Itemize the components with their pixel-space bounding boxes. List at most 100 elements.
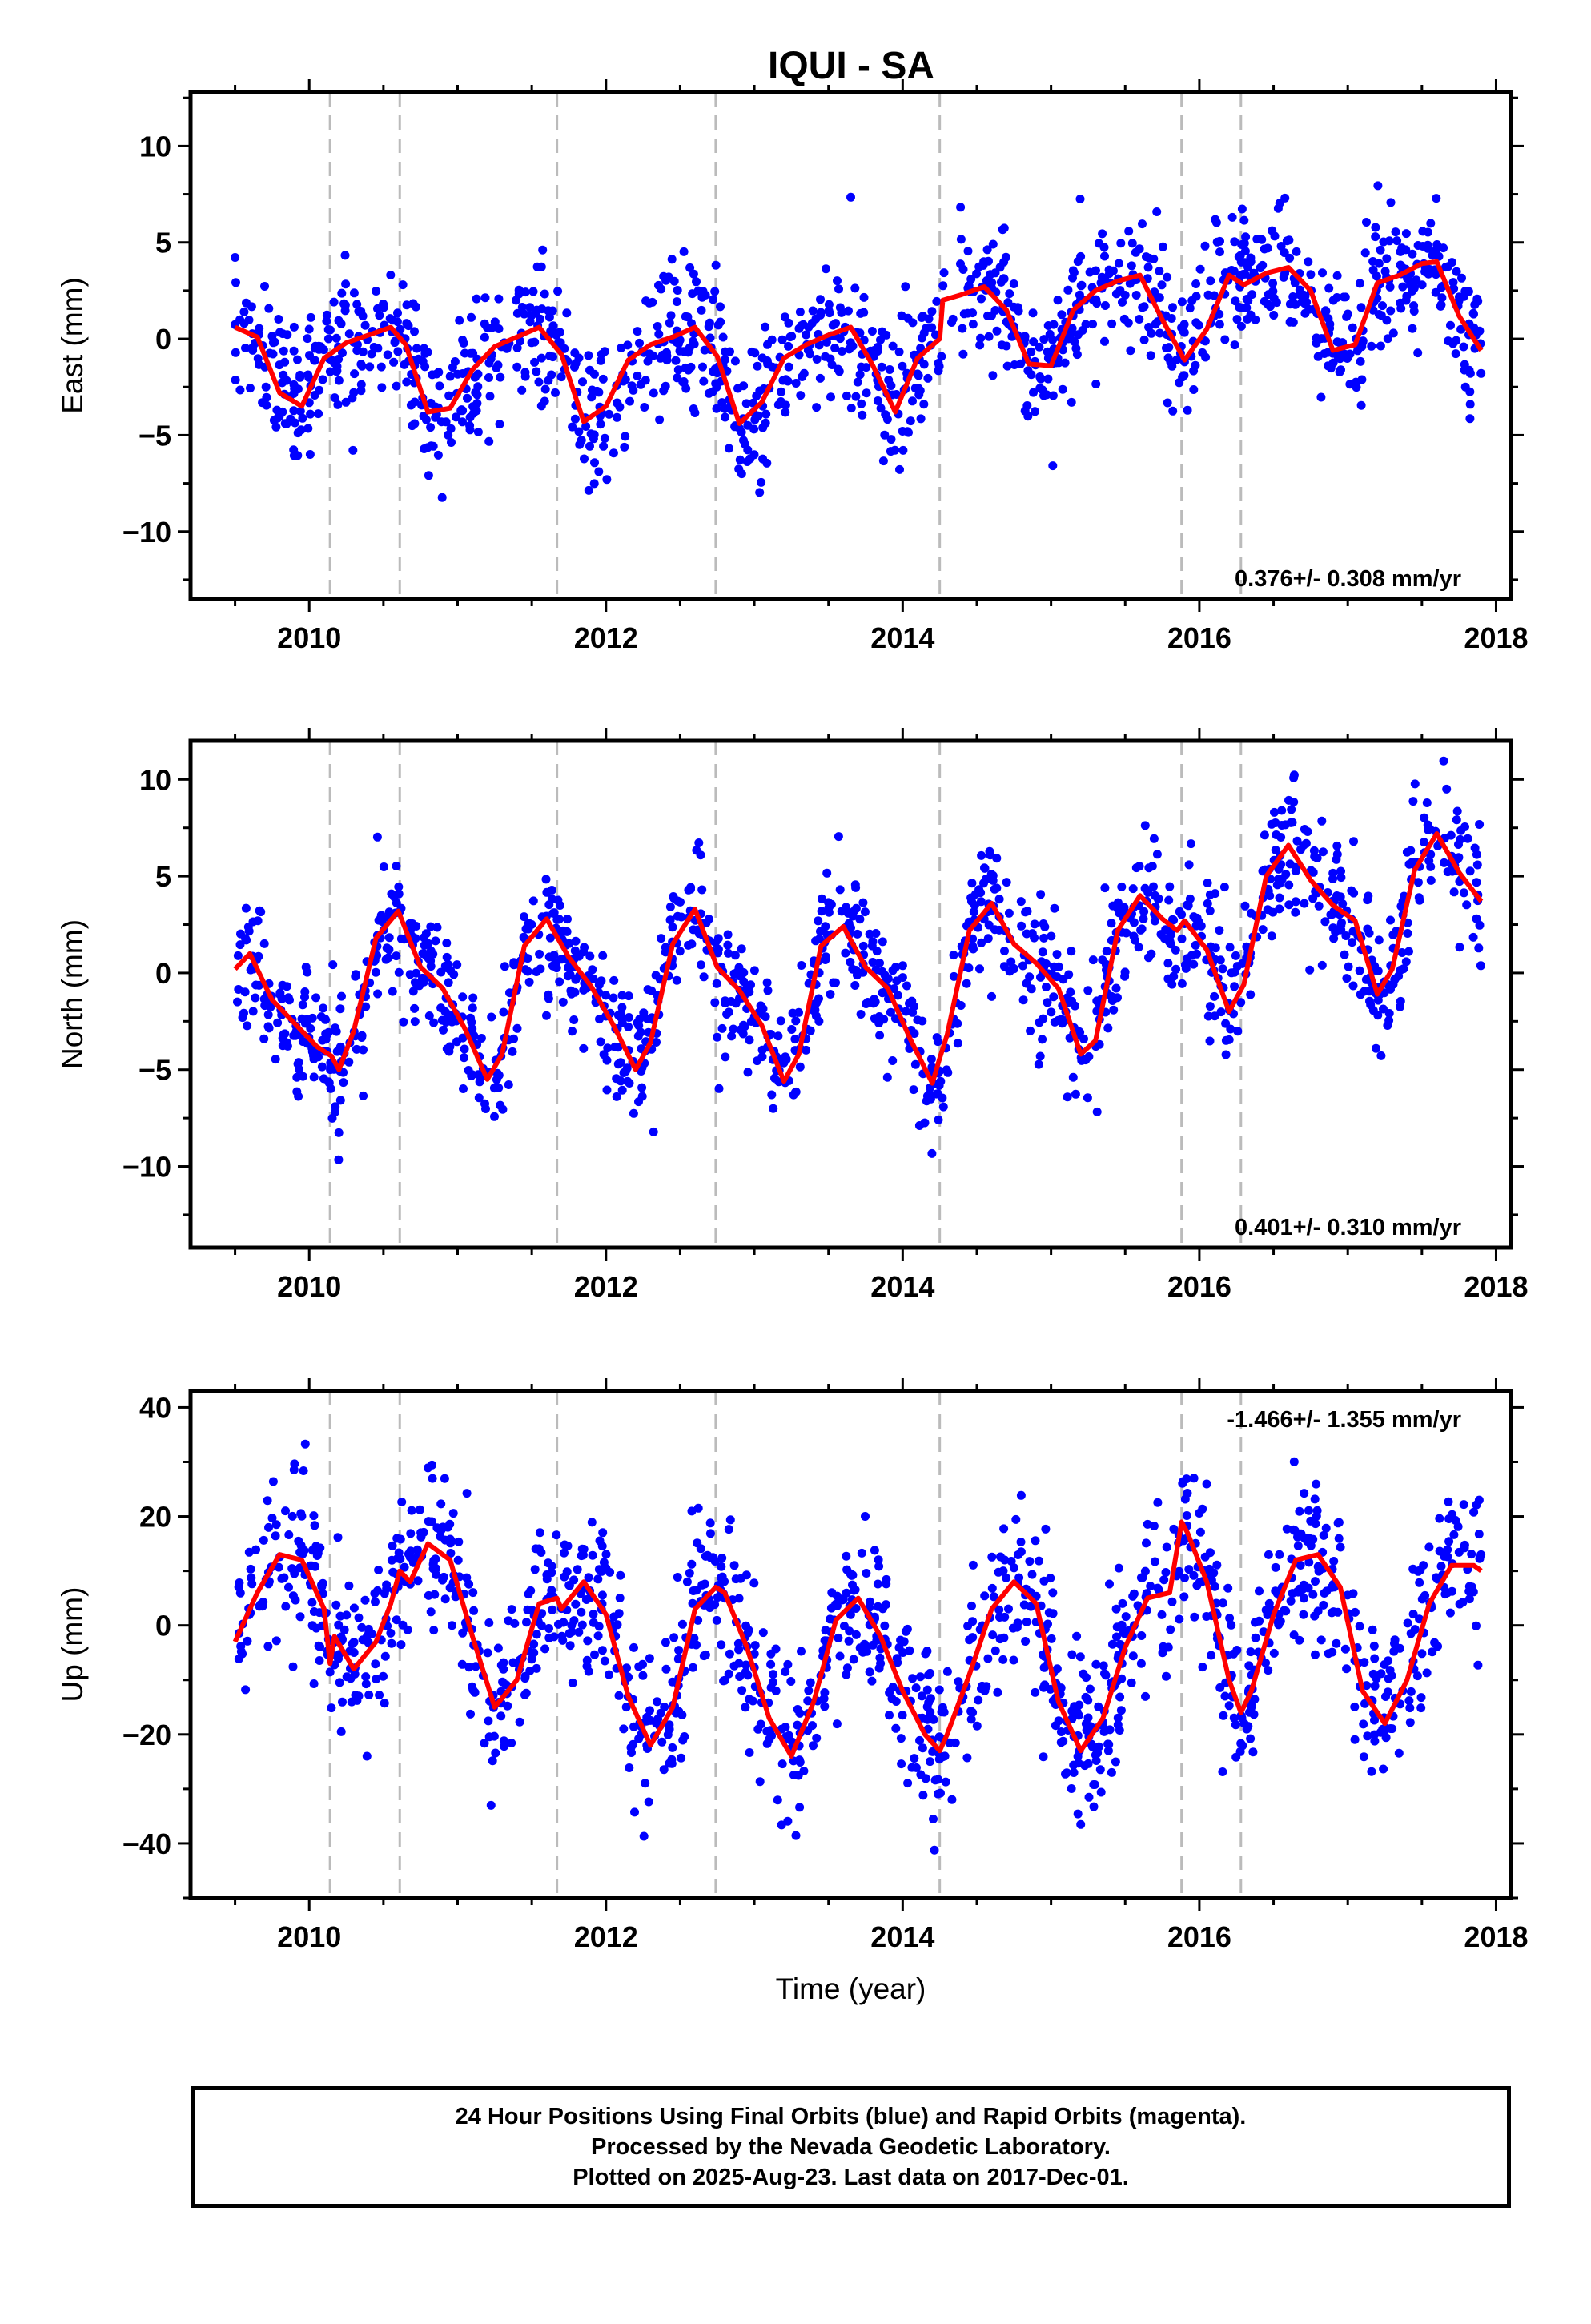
data-point bbox=[570, 348, 580, 358]
data-point bbox=[410, 1017, 420, 1027]
data-point bbox=[1115, 1726, 1124, 1735]
data-point bbox=[565, 1641, 575, 1651]
data-point bbox=[1355, 1622, 1364, 1631]
data-point bbox=[1126, 346, 1135, 356]
data-point bbox=[462, 1489, 472, 1498]
data-point bbox=[1135, 244, 1144, 254]
data-point bbox=[806, 1026, 815, 1035]
data-point bbox=[496, 1711, 506, 1721]
data-point bbox=[1465, 414, 1475, 424]
data-point bbox=[593, 1574, 603, 1584]
data-point bbox=[1183, 954, 1192, 963]
data-point bbox=[443, 1522, 452, 1532]
data-point bbox=[697, 305, 706, 315]
data-point bbox=[968, 320, 978, 329]
data-point bbox=[334, 1620, 344, 1630]
data-point bbox=[584, 351, 593, 360]
data-point bbox=[379, 862, 388, 871]
data-point bbox=[712, 979, 721, 988]
data-point bbox=[709, 295, 717, 304]
data-point bbox=[1175, 378, 1184, 388]
data-point bbox=[617, 1085, 627, 1095]
data-point bbox=[1255, 1586, 1264, 1596]
data-point bbox=[911, 1763, 921, 1772]
data-point bbox=[1472, 1621, 1481, 1630]
data-point bbox=[556, 372, 566, 382]
data-point bbox=[855, 370, 865, 380]
data-point bbox=[1031, 1536, 1040, 1546]
data-point bbox=[834, 284, 843, 294]
data-point bbox=[796, 391, 806, 400]
data-point bbox=[296, 425, 306, 435]
data-point bbox=[279, 1573, 289, 1582]
data-point bbox=[574, 427, 584, 436]
data-point bbox=[1075, 195, 1085, 203]
data-point bbox=[1386, 915, 1395, 925]
data-point bbox=[493, 1643, 503, 1653]
data-point bbox=[416, 1532, 426, 1542]
data-point bbox=[842, 1670, 851, 1679]
data-point bbox=[374, 1566, 384, 1574]
data-point bbox=[1456, 324, 1466, 334]
data-point bbox=[975, 964, 984, 974]
data-point bbox=[335, 1004, 345, 1014]
data-point bbox=[388, 987, 397, 996]
data-point bbox=[263, 1642, 273, 1651]
data-point bbox=[934, 1685, 944, 1695]
data-point bbox=[791, 379, 801, 388]
data-point bbox=[471, 1662, 480, 1671]
data-point bbox=[231, 376, 240, 384]
data-point bbox=[617, 343, 626, 352]
data-point bbox=[1215, 955, 1225, 965]
data-point bbox=[436, 967, 446, 977]
data-point bbox=[527, 1655, 536, 1664]
data-point bbox=[1398, 282, 1408, 292]
data-point bbox=[704, 388, 713, 398]
data-point bbox=[1034, 1059, 1043, 1069]
data-point bbox=[964, 963, 974, 973]
data-point bbox=[1109, 1005, 1119, 1015]
data-point bbox=[323, 1027, 333, 1037]
data-point bbox=[980, 1591, 990, 1601]
data-point bbox=[386, 1628, 396, 1638]
data-point bbox=[890, 984, 899, 994]
data-point bbox=[1072, 350, 1082, 360]
data-point bbox=[1310, 1494, 1320, 1504]
data-point bbox=[231, 278, 240, 287]
data-point bbox=[763, 340, 772, 349]
data-point bbox=[1452, 815, 1461, 825]
data-point bbox=[290, 384, 299, 393]
data-point bbox=[1293, 1541, 1303, 1550]
data-point bbox=[930, 1775, 940, 1785]
data-point bbox=[842, 1551, 851, 1561]
data-point bbox=[335, 1042, 345, 1051]
data-point bbox=[589, 430, 599, 440]
data-point bbox=[878, 937, 887, 947]
data-point bbox=[1405, 1703, 1415, 1713]
data-point bbox=[609, 993, 618, 1003]
data-point bbox=[484, 436, 494, 446]
data-point bbox=[396, 934, 406, 943]
data-point bbox=[1376, 245, 1385, 255]
data-point bbox=[480, 319, 489, 328]
data-point bbox=[1367, 341, 1376, 351]
data-point bbox=[1348, 938, 1357, 947]
data-point bbox=[585, 441, 594, 451]
data-point bbox=[597, 1646, 607, 1655]
data-point bbox=[1360, 248, 1370, 258]
data-point bbox=[520, 965, 530, 975]
data-point bbox=[677, 1711, 687, 1719]
data-point bbox=[1047, 1007, 1056, 1017]
data-point bbox=[524, 977, 534, 987]
data-point bbox=[587, 392, 597, 402]
data-point bbox=[1107, 919, 1116, 928]
data-point bbox=[1002, 361, 1012, 371]
data-point bbox=[1240, 247, 1250, 256]
data-point bbox=[806, 349, 814, 359]
data-point bbox=[426, 1607, 436, 1617]
data-point bbox=[400, 1562, 409, 1572]
data-point bbox=[891, 963, 900, 972]
data-point bbox=[962, 979, 971, 988]
data-point bbox=[373, 1586, 382, 1595]
data-point bbox=[835, 1651, 845, 1661]
